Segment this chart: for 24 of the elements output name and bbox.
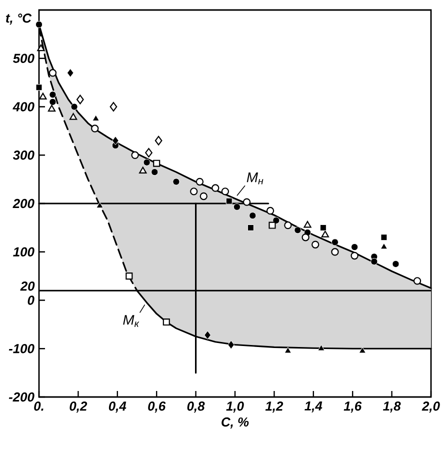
- x-tick-label: 0,6: [148, 402, 166, 413]
- x-axis-title: C, %: [222, 417, 249, 428]
- x-tick-label: 1,0: [226, 402, 244, 413]
- y-tick-label: -100: [8, 344, 34, 354]
- x-tick-label: 0,8: [187, 402, 205, 413]
- x-tick-label: 1,4: [304, 402, 322, 412]
- legend-label: M$_{к}$: [123, 315, 140, 327]
- x-tick-label: 2,0: [422, 402, 440, 413]
- y-tick-label: 400: [12, 102, 34, 112]
- x-tick-label: 1,2: [265, 402, 284, 413]
- y-tick-label: 500: [12, 54, 34, 63]
- y-tick-label: 300: [12, 150, 34, 160]
- x-tick-label: 0,2: [70, 402, 88, 413]
- x-tick-label: 1,6: [344, 402, 362, 413]
- series-label: M$_{н}$: [246, 172, 264, 184]
- y-tick-label: 0: [28, 296, 34, 305]
- y-tick-label: 100: [13, 247, 34, 256]
- x-tick-label: 0.: [34, 402, 44, 411]
- y-tick-label: -200: [8, 392, 34, 402]
- y-tick-label: 200: [12, 198, 34, 208]
- x-tick-label: 1,8: [383, 402, 401, 413]
- ref-line-label: 20: [20, 282, 35, 291]
- y-axis-title: t, °C: [6, 14, 32, 25]
- x-tick-label: 0,4: [108, 402, 126, 413]
